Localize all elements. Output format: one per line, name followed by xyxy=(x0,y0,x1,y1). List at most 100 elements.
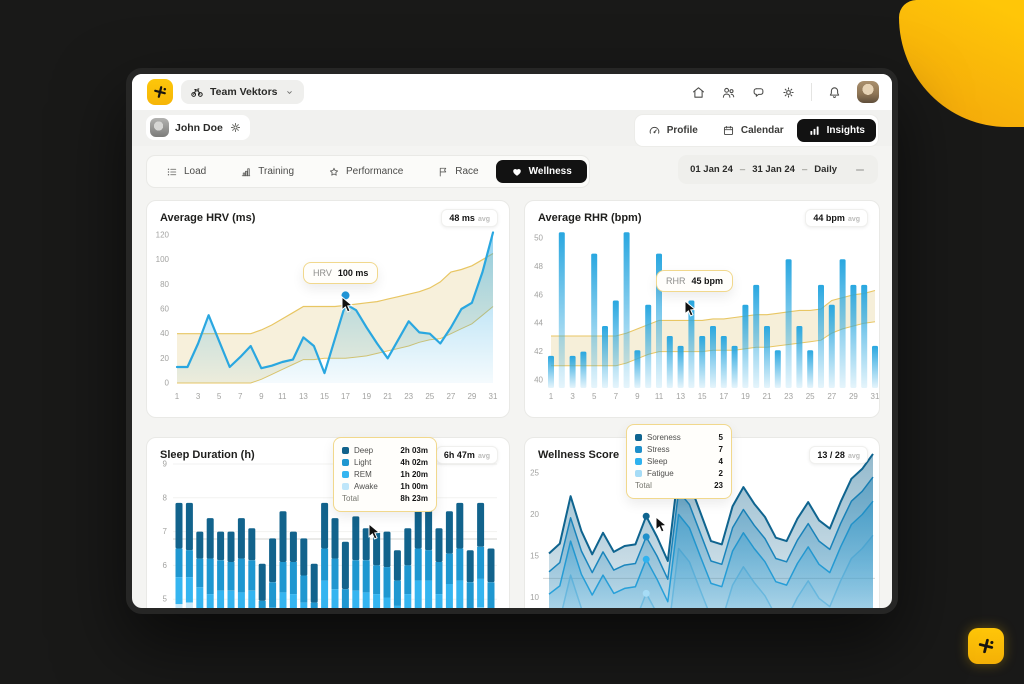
svg-text:15: 15 xyxy=(698,392,707,401)
svg-text:25: 25 xyxy=(425,392,434,401)
sleep-bar-segment xyxy=(487,548,495,583)
hrv-line xyxy=(175,231,495,375)
sleep-bar-segment xyxy=(237,558,245,593)
sleep-bar-segment xyxy=(300,602,308,608)
user-avatar[interactable] xyxy=(857,81,879,103)
view-calendar[interactable]: Calendar xyxy=(711,119,795,142)
rhr-bar xyxy=(666,336,673,388)
date-range-selector[interactable]: 01 Jan 24 – 31 Jan 24 – Daily xyxy=(678,155,878,184)
tab-performance[interactable]: Performance xyxy=(311,160,420,183)
sleep-bar-segment xyxy=(456,548,464,581)
notifications-icon[interactable] xyxy=(827,85,842,100)
rhr-bar xyxy=(580,351,587,388)
range-granularity: Daily xyxy=(814,164,837,175)
athlete-settings-icon[interactable] xyxy=(229,121,242,134)
rhr-bar xyxy=(710,326,716,388)
tab-race[interactable]: Race xyxy=(420,160,495,183)
sleep-bar-segment xyxy=(279,592,287,608)
card-title: Average HRV (ms) xyxy=(160,212,256,224)
team-members-icon[interactable] xyxy=(721,85,736,100)
sleep-tooltip: Deep 2h 03m Light 4h 02m REM 1h 20m Awake 1h… xyxy=(333,437,437,512)
sleep-bar-segment xyxy=(445,584,453,608)
svg-text:7: 7 xyxy=(238,392,243,401)
sleep-bar-segment xyxy=(258,600,266,608)
tab-label: Wellness xyxy=(528,166,572,177)
rhr-avg-badge: 44 bpm avg xyxy=(805,209,868,227)
hrv-avg-badge: 48 ms avg xyxy=(441,209,498,227)
mouse-cursor xyxy=(368,523,381,540)
sleep-bar-segment xyxy=(425,550,433,581)
tab-wellness[interactable]: Wellness xyxy=(495,160,587,183)
rhr-bar xyxy=(699,336,706,388)
sleep-bar-segment xyxy=(393,550,401,581)
legend-swatch xyxy=(635,470,642,477)
list-icon xyxy=(166,166,178,178)
range-separator: – xyxy=(801,164,808,175)
heart-icon xyxy=(511,166,523,178)
home-icon[interactable] xyxy=(691,85,706,100)
sleep-card: Sleep Duration (h) 6h 47m avg 9 8 7 6 5 Deep… xyxy=(146,437,510,614)
sleep-bar-segment xyxy=(269,582,277,608)
legend-swatch xyxy=(342,483,349,490)
sleep-bar-segment xyxy=(456,580,464,608)
tab-training[interactable]: Training xyxy=(223,160,311,183)
svg-text:11: 11 xyxy=(278,392,287,401)
svg-text:1: 1 xyxy=(175,392,180,401)
sleep-bar-segment xyxy=(175,604,183,608)
athlete-selector[interactable]: John Doe xyxy=(146,115,250,140)
svg-text:29: 29 xyxy=(849,392,858,401)
sleep-bar-segment xyxy=(362,560,370,593)
sleep-bar-segment xyxy=(425,502,433,551)
sleep-bar-segment xyxy=(237,518,245,559)
sleep-bar-segment xyxy=(227,590,235,608)
view-insights[interactable]: Insights xyxy=(796,119,876,142)
plane-logo-icon xyxy=(975,635,997,657)
wellness-area-total xyxy=(549,453,873,608)
svg-text:13: 13 xyxy=(676,392,685,401)
race-flag-icon xyxy=(437,166,449,178)
rhr-bar xyxy=(634,350,641,388)
sleep-bar-segment xyxy=(289,531,297,562)
collapse-icon[interactable] xyxy=(854,164,866,176)
messages-icon[interactable] xyxy=(751,85,766,100)
star-icon xyxy=(328,166,340,178)
rhr-bar xyxy=(807,350,814,388)
sleep-bar-segment xyxy=(227,531,235,562)
sleep-bar-segment xyxy=(425,609,432,614)
rhr-bar xyxy=(796,326,803,388)
svg-text:3: 3 xyxy=(570,392,575,401)
rhr-bar xyxy=(591,253,598,388)
rhr-bar xyxy=(861,284,868,388)
athlete-name: John Doe xyxy=(175,121,223,134)
svg-text:1: 1 xyxy=(549,392,554,401)
svg-text:46: 46 xyxy=(534,290,543,299)
sleep-bar-segment xyxy=(415,609,422,614)
sleep-bar-segment xyxy=(300,538,308,576)
sleep-chart[interactable]: 9 8 7 6 5 xyxy=(147,438,509,614)
settings-icon[interactable] xyxy=(781,85,796,100)
divider xyxy=(811,83,812,101)
view-switcher: Profile Calendar Insights xyxy=(633,114,879,147)
svg-text:27: 27 xyxy=(827,392,836,401)
top-icon-group xyxy=(691,74,879,110)
svg-text:50: 50 xyxy=(534,234,543,243)
svg-text:31: 31 xyxy=(489,392,498,401)
team-selector[interactable]: Team Vektors xyxy=(181,80,304,104)
svg-text:27: 27 xyxy=(446,392,455,401)
sleep-bar-segment xyxy=(175,548,183,578)
view-label: Calendar xyxy=(740,125,784,136)
svg-text:15: 15 xyxy=(530,552,539,561)
team-name: Team Vektors xyxy=(210,86,278,98)
sleep-bar-segment xyxy=(206,594,214,608)
wellness-chart[interactable]: 25 20 15 10 xyxy=(525,438,879,614)
sleep-bar-segment xyxy=(185,502,193,551)
sleep-bar-segment xyxy=(206,558,214,595)
sleep-bar-segment xyxy=(445,553,453,584)
view-profile[interactable]: Profile xyxy=(637,119,709,142)
app-logo[interactable] xyxy=(147,79,173,105)
tab-load[interactable]: Load xyxy=(149,160,223,183)
sleep-bar-segment xyxy=(456,609,463,614)
sleep-bar-segment xyxy=(466,550,474,583)
